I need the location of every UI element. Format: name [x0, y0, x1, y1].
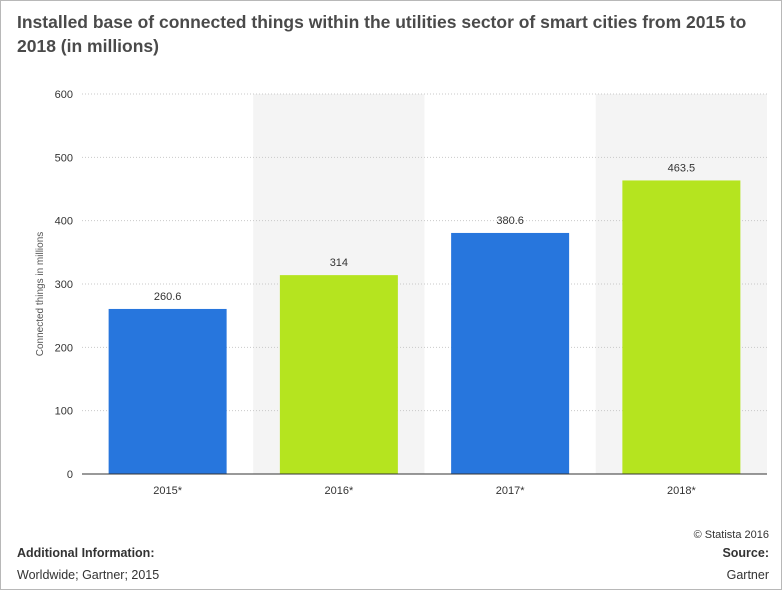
y-axis-ticks: 0 100 200 300 400 500 600 [55, 89, 73, 481]
y-tick-label: 0 [67, 469, 73, 481]
y-tick-label: 300 [55, 279, 73, 291]
data-labels: 260.6 314 380.6 463.5 [154, 162, 695, 303]
additional-info-heading: Additional Information: [17, 546, 155, 560]
x-axis-ticks: 2015* 2016* 2017* 2018* [153, 485, 696, 497]
data-label: 463.5 [668, 162, 696, 174]
chart-title: Installed base of connected things withi… [17, 12, 747, 56]
data-label: 260.6 [154, 291, 182, 303]
y-tick-label: 500 [55, 152, 73, 164]
x-tick-label: 2015* [153, 485, 182, 497]
y-tick-label: 400 [55, 216, 73, 228]
copyright-notice: © Statista 2016 [693, 529, 769, 541]
y-tick-label: 100 [55, 406, 73, 418]
y-tick-label: 600 [55, 89, 73, 101]
bar[interactable] [451, 232, 570, 474]
x-tick-label: 2018* [667, 485, 696, 497]
y-axis-title: Connected things in millions [35, 232, 46, 357]
x-tick-label: 2017* [496, 485, 525, 497]
additional-info-text: Worldwide; Gartner; 2015 [17, 568, 160, 582]
data-label: 314 [330, 257, 348, 269]
bar[interactable] [108, 308, 227, 474]
source-text: Gartner [726, 568, 769, 582]
bars [108, 180, 741, 474]
data-label: 380.6 [496, 215, 524, 227]
y-tick-label: 200 [55, 342, 73, 354]
x-tick-label: 2016* [324, 485, 353, 497]
bar[interactable] [622, 180, 741, 474]
bar[interactable] [279, 275, 398, 474]
source-heading: Source: [722, 546, 769, 560]
